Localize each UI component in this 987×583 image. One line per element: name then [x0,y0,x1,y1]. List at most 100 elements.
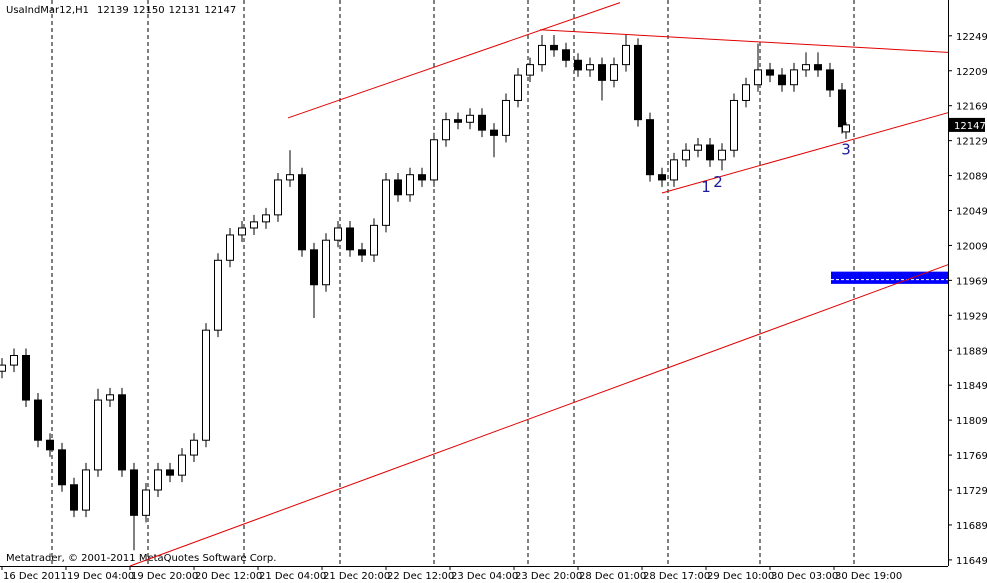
candle-body [766,69,774,76]
candle-body [334,227,342,241]
y-tick-label: 11969 [956,276,987,287]
y-tick-label: 11809 [956,416,987,427]
y-tick-label: 11849 [956,381,987,392]
x-tick-label: 30 Dec 19:00 [835,571,902,582]
candle-body [142,489,150,516]
candle-body [370,224,378,256]
x-tick-label: 28 Dec 01:00 [579,571,646,582]
candle-body [466,114,474,123]
candle-body [730,99,738,151]
x-tick-label: 20 Dec 12:00 [195,571,262,582]
candle-body [286,174,294,181]
candle-body [130,469,138,516]
chart-header: UsaIndMar12,H1 12139 12150 12131 12147 [6,5,236,16]
candle-body [106,394,114,401]
candle-body [70,484,78,511]
candle-body [574,59,582,71]
candle-body [658,174,666,181]
y-tick-label: 11689 [956,521,987,532]
candle-body [502,99,510,136]
candle-body [58,449,66,486]
candle-body [754,69,762,86]
candle-body [670,159,678,181]
x-tick-label: 22 Dec 12:00 [387,571,454,582]
header-high: 12150 [133,5,165,16]
candle-body [178,454,186,476]
watermark: Metatrader, © 2001-2011 MetaQuotes Softw… [6,553,276,564]
candle-body [802,64,810,71]
candle-body [742,84,750,101]
candle-body [274,179,282,216]
candle-body [10,354,18,366]
candle-body [94,399,102,471]
wave-label: 1 [701,178,711,196]
candle-body [154,469,162,491]
candle-body [610,64,618,81]
candle-body [226,234,234,261]
candle-body [562,49,570,61]
x-tick-label: 28 Dec 17:00 [643,571,710,582]
candle-body [514,74,522,101]
candle-body [778,74,786,86]
candle-body [34,399,42,441]
candle-body [490,129,498,136]
candle-body [478,114,486,131]
trendline [661,112,949,194]
x-tick-label: 21 Dec 20:00 [323,571,390,582]
candle-body [646,119,654,176]
candle-body [550,44,558,51]
symbol: UsaIndMar12,H1 [6,5,89,16]
candle-body [310,249,318,286]
y-tick-label: 11769 [956,451,987,462]
candle-body [394,179,402,196]
candle-body [586,64,594,71]
header-open: 12139 [97,5,129,16]
candle-body [538,44,546,66]
candle-body [418,174,426,181]
candle-body [238,227,246,236]
x-tick-label: 23 Dec 04:00 [451,571,518,582]
candle-body [622,44,630,66]
candle-body [634,44,642,121]
price-label-box [949,117,985,132]
candle-body [598,64,606,81]
candle-body [826,69,834,91]
trendline [129,264,949,567]
candle-body [22,354,30,401]
candle-body [790,69,798,86]
x-tick-label: 23 Dec 20:00 [515,571,582,582]
candle-body [298,174,306,251]
candle-body [842,124,850,133]
candle-body [694,144,702,151]
candle-body [358,249,366,256]
candle-body [190,439,198,456]
candle-body [454,119,462,123]
candle-body [406,174,414,196]
candle-body [838,89,846,128]
candle-body [706,144,714,161]
price-zone [831,271,948,284]
candle-body [430,139,438,181]
x-tick-label: 30 Dec 03:00 [771,571,838,582]
candle-body [262,214,270,223]
candle-body [442,119,450,141]
y-tick-label: 12129 [956,137,987,148]
x-tick-label: 19 Dec 20:00 [131,571,198,582]
wave-label: 3 [841,141,851,159]
y-tick-label: 11649 [956,556,987,567]
y-tick-label: 12009 [956,241,987,252]
candle-body [322,239,330,286]
wave-label: 2 [713,173,723,191]
candle-body [82,469,90,511]
trendline [539,29,949,53]
candle-body [0,364,6,372]
x-tick-label: 16 Dec 2011 [3,571,67,582]
candle-body [214,259,222,331]
candle-body [382,179,390,226]
header-close: 12147 [204,5,236,16]
candle-body [250,221,258,229]
y-tick-label: 12169 [956,102,987,113]
y-tick-label: 12049 [956,207,987,218]
